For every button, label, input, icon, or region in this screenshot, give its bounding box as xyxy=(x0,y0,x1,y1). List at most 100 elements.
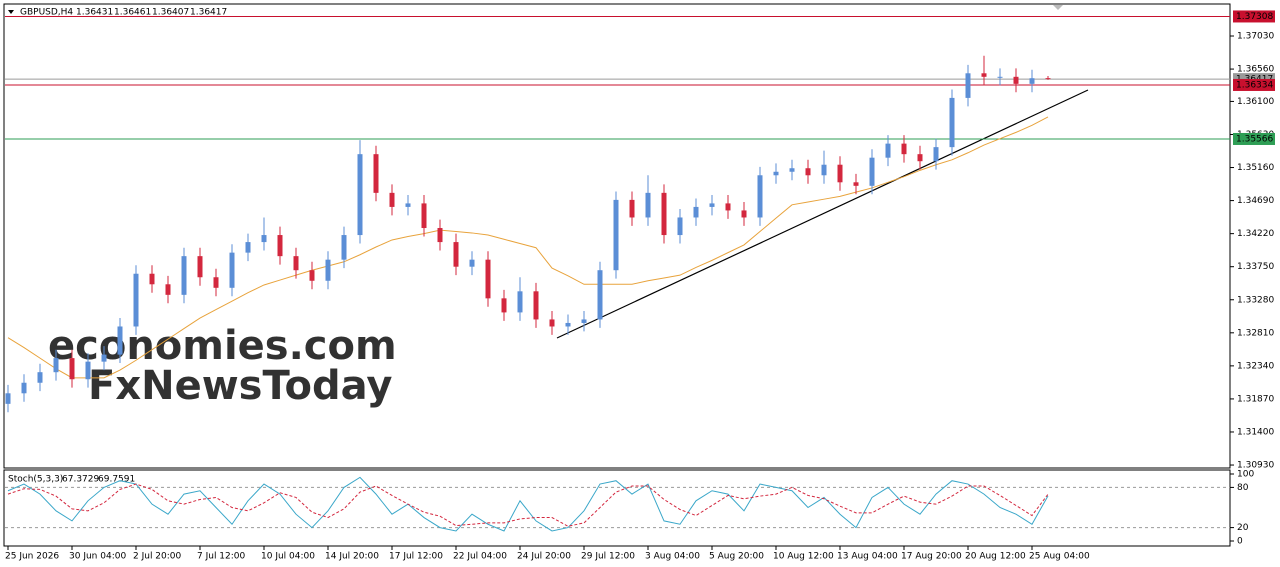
stoch-d xyxy=(7,483,1049,527)
x-tick-label: 5 Aug 20:00 xyxy=(709,552,764,562)
candle-body xyxy=(405,203,411,207)
candle-body xyxy=(709,203,715,207)
candle-body xyxy=(901,143,907,155)
candle-body xyxy=(837,164,843,183)
candle-body xyxy=(181,256,187,295)
candle-body xyxy=(949,97,955,148)
candle-body xyxy=(613,199,619,271)
candle-body xyxy=(789,168,795,172)
indicator-tick-label: 100 xyxy=(1237,470,1254,480)
x-tick-label: 17 Jul 12:00 xyxy=(389,552,443,562)
candle-body xyxy=(69,358,75,380)
candle-body xyxy=(1045,78,1051,80)
candle-body xyxy=(725,203,731,211)
candle-body xyxy=(101,354,107,362)
candle-body xyxy=(245,242,251,253)
y-tick-label: 1.32810 xyxy=(1237,328,1274,338)
header-high: 1.36461 xyxy=(114,8,151,18)
main-panel xyxy=(3,3,1231,469)
x-tick-label: 10 Jul 04:00 xyxy=(261,552,315,562)
candle-body xyxy=(565,322,571,327)
x-tick-label: 14 Jul 20:00 xyxy=(325,552,379,562)
candle-body xyxy=(133,273,139,327)
y-tick-label: 1.31870 xyxy=(1237,394,1274,404)
y-tick-label: 1.36560 xyxy=(1237,65,1274,75)
stoch-k xyxy=(7,476,1049,532)
candle-body xyxy=(53,358,59,373)
y-tick-label: 1.33280 xyxy=(1237,295,1274,305)
moving-average xyxy=(7,116,1049,379)
x-tick-label: 24 Jul 20:00 xyxy=(517,552,571,562)
menu-arrow[interactable] xyxy=(8,10,14,14)
candle-body xyxy=(117,326,123,355)
candle-body xyxy=(1029,78,1035,84)
x-tick-label: 3 Aug 04:00 xyxy=(645,552,700,562)
x-tick-label: 13 Aug 04:00 xyxy=(837,552,898,562)
indicator-tick-label: 80 xyxy=(1237,483,1249,493)
candle-body xyxy=(1013,76,1019,84)
candle-body xyxy=(773,171,779,176)
candle-body xyxy=(549,319,555,327)
header-open: 1.36431 xyxy=(76,8,113,18)
symbol-title: GBPUSD,H4 xyxy=(20,8,73,18)
candle-body xyxy=(389,192,395,207)
candle-body xyxy=(309,270,315,281)
y-tick-label: 1.35160 xyxy=(1237,163,1274,173)
candle-body xyxy=(165,284,171,295)
candle-body xyxy=(997,76,1003,78)
x-tick-label: 20 Aug 12:00 xyxy=(965,552,1026,562)
candle-body xyxy=(293,256,299,271)
candle-body xyxy=(501,298,507,313)
candle-body xyxy=(149,273,155,285)
candle-body xyxy=(933,147,939,162)
candle-body xyxy=(469,259,475,267)
candle-body xyxy=(213,277,219,288)
candle-body xyxy=(357,154,363,236)
header-close: 1.36417 xyxy=(190,8,227,18)
y-tick-label: 1.30930 xyxy=(1237,461,1274,471)
indicator-tick-label: 0 xyxy=(1237,537,1243,547)
candle-body xyxy=(373,154,379,193)
x-tick-label: 25 Jun 2026 xyxy=(5,552,59,562)
candle-body xyxy=(757,175,763,218)
candle-body xyxy=(277,235,283,257)
candle-body xyxy=(917,154,923,162)
trend-line xyxy=(556,89,1089,339)
y-tick-label: 1.36100 xyxy=(1237,97,1274,107)
candle-body xyxy=(629,199,635,218)
candle-body xyxy=(85,361,91,380)
candle-body xyxy=(981,73,987,77)
candle-body xyxy=(693,206,699,218)
candle-body xyxy=(453,242,459,267)
x-tick-label: 17 Aug 20:00 xyxy=(901,552,962,562)
indicator-title: Stoch(5,3,3) xyxy=(8,475,63,485)
candle-body xyxy=(821,164,827,176)
candle-body xyxy=(229,252,235,288)
candle-body xyxy=(677,217,683,236)
candle-body xyxy=(341,235,347,260)
candle-body xyxy=(197,256,203,278)
candle-body xyxy=(853,182,859,186)
x-tick-label: 29 Jul 12:00 xyxy=(581,552,635,562)
price-level-box xyxy=(1233,10,1275,23)
candle-body xyxy=(661,192,667,236)
x-tick-label: 22 Jul 04:00 xyxy=(453,552,507,562)
indicator-tick-label: 20 xyxy=(1237,523,1249,533)
candle-body xyxy=(437,228,443,243)
price-level-label: 1.36334 xyxy=(1236,80,1273,90)
x-tick-label: 7 Jul 12:00 xyxy=(197,552,246,562)
indicator-panel xyxy=(3,469,1231,547)
price-level-label: 1.37308 xyxy=(1236,12,1273,22)
candle-body xyxy=(805,168,811,176)
y-tick-label: 1.34690 xyxy=(1237,196,1274,206)
price-level-box xyxy=(1233,78,1275,91)
shift-marker xyxy=(1053,5,1063,10)
candle-body xyxy=(517,291,523,313)
candle-body xyxy=(597,270,603,320)
x-tick-label: 10 Aug 12:00 xyxy=(773,552,834,562)
candle-body xyxy=(741,210,747,218)
x-tick-label: 25 Aug 04:00 xyxy=(1029,552,1090,562)
y-tick-label: 1.34220 xyxy=(1237,229,1274,239)
x-tick-label: 2 Jul 20:00 xyxy=(133,552,182,562)
